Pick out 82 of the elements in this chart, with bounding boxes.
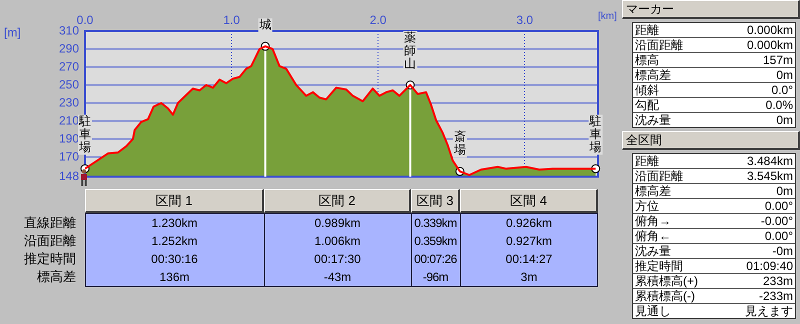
text: 0.00° xyxy=(764,229,793,243)
text: 00:30:16 xyxy=(150,251,199,268)
category-label: 区間 2 xyxy=(264,189,411,213)
category-label: 沿面距離 xyxy=(24,233,76,248)
annotation: 薬師山 xyxy=(404,30,416,70)
text: 157m xyxy=(762,53,793,67)
category-label: 勾配 xyxy=(635,98,659,112)
category-label: 沈み量 xyxy=(635,244,671,258)
text: 3m xyxy=(520,269,538,286)
category-label: 傾斜 xyxy=(635,83,659,97)
text: 0m xyxy=(776,68,793,82)
category-label: 区間 3 xyxy=(411,189,460,213)
text: -0m xyxy=(772,244,793,258)
y-tick-label: 148 xyxy=(58,169,80,184)
text: 0.927km xyxy=(504,233,554,250)
text: 3.484km xyxy=(746,154,793,168)
x-tick-label: 0.0 xyxy=(76,13,94,28)
category-label: 距離 xyxy=(635,154,659,168)
text: 0.989km xyxy=(313,215,362,232)
text: 3.545km xyxy=(746,169,793,183)
text: 1.230km xyxy=(150,215,199,232)
category-label: 沈み量 xyxy=(635,113,671,127)
y-tick-label: 270 xyxy=(58,59,80,74)
y-tick-label: 170 xyxy=(58,149,80,164)
text: 0.339km xyxy=(413,215,458,232)
category-label: 標高差 xyxy=(37,269,76,284)
text: 0.0% xyxy=(766,98,793,112)
text: 00:07:26 xyxy=(413,251,458,268)
text: 1.252km xyxy=(150,233,199,250)
y-tick-label: 250 xyxy=(58,77,80,92)
x-tick-label: 1.0 xyxy=(223,13,240,28)
annotation: 駐車場 xyxy=(588,114,602,154)
category-label: 沿面距離 xyxy=(635,38,683,52)
y-tick-label: 290 xyxy=(58,41,80,56)
text: 1.006km xyxy=(313,233,362,250)
category-label: 俯角← xyxy=(635,229,671,243)
category-label: 標高 xyxy=(635,53,659,67)
text: 0.000km xyxy=(746,23,793,37)
x-axis-title: [km] xyxy=(598,10,618,22)
text: 01:09:40 xyxy=(746,259,793,273)
y-tick-label: 310 xyxy=(58,23,80,38)
y-axis-title: [m] xyxy=(4,25,21,40)
category-label: 推定時間 xyxy=(635,259,683,273)
y-tick-label: 190 xyxy=(58,131,80,146)
text: 0.926km xyxy=(504,215,554,232)
category-label: 推定時間 xyxy=(24,251,76,266)
category-label: 累積標高(-) xyxy=(635,289,695,303)
category-label: 距離 xyxy=(635,23,659,37)
annotation: 城 xyxy=(258,18,272,32)
text: 0.000km xyxy=(746,38,793,52)
text: -233m xyxy=(758,289,793,303)
text: -43m xyxy=(322,269,352,286)
category-label: 見通し xyxy=(635,304,671,318)
category-label: 直線距離 xyxy=(24,215,76,230)
annotation: 駐車場 xyxy=(78,114,91,154)
text: 0m xyxy=(776,184,793,198)
category-label: 区間 1 xyxy=(85,189,264,213)
text: 0m xyxy=(776,113,793,127)
annotation: 斎場 xyxy=(452,130,466,157)
category-label: 沿面距離 xyxy=(635,169,683,183)
text: 0.359km xyxy=(413,233,458,250)
category-label: 累積標高(+) xyxy=(635,274,698,288)
text: 00:14:27 xyxy=(504,251,554,268)
text: 0.0° xyxy=(772,83,793,97)
text: 00:17:30 xyxy=(313,251,362,268)
text: 0.00° xyxy=(764,199,793,213)
y-tick-label: 230 xyxy=(58,95,80,110)
text: マーカー xyxy=(622,0,800,19)
y-tick-label: 210 xyxy=(58,113,80,128)
category-label: 標高差 xyxy=(635,68,671,82)
x-tick-label: 3.0 xyxy=(516,13,534,28)
category-label: 標高差 xyxy=(635,184,671,198)
x-tick-label: 2.0 xyxy=(370,13,387,28)
category-label: 区間 4 xyxy=(460,189,598,213)
text: 233m xyxy=(762,274,793,288)
text: -0.00° xyxy=(760,214,793,228)
category-label: 俯角→ xyxy=(635,214,671,228)
text: 見えます xyxy=(745,304,793,318)
text: 136m xyxy=(158,269,191,286)
text: 全区間 xyxy=(622,131,800,150)
text: -96m xyxy=(422,269,450,286)
category-label: 方位 xyxy=(635,199,659,213)
